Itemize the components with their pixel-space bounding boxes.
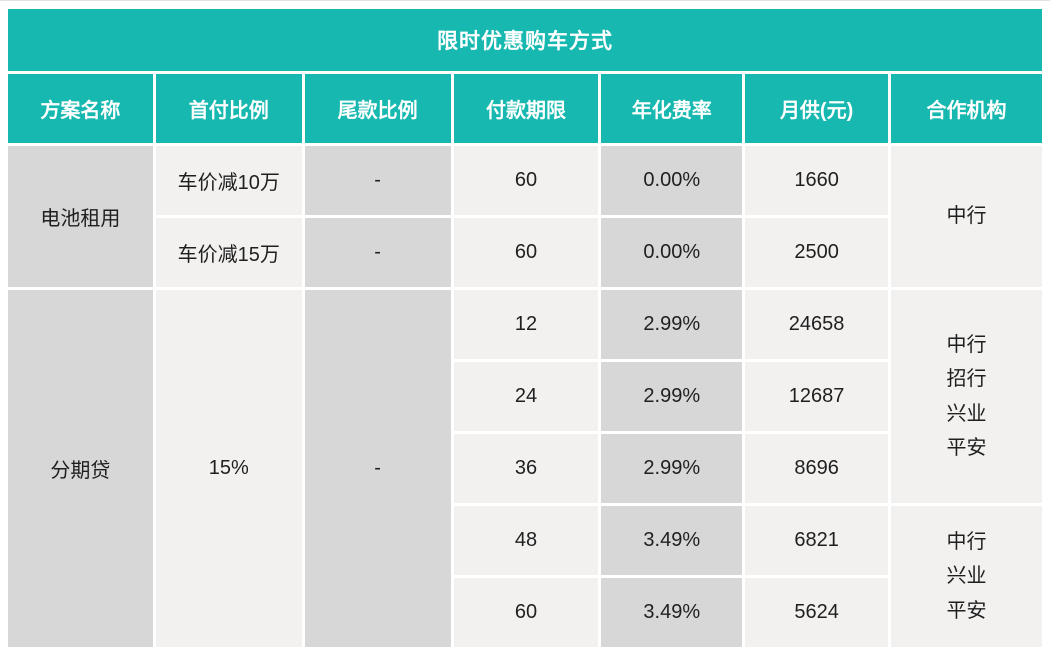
cell-balloon: -: [304, 146, 451, 215]
table-row-installment-48: 48 3.49% 6821 中行 兴业 平安: [8, 506, 1042, 647]
cell-term: 12: [453, 290, 599, 359]
cell-rate: 0.00%: [601, 218, 743, 287]
table-row-installment-60: 60 3.49% 5624: [8, 578, 1042, 647]
title-row: 限时优惠购车方式: [8, 9, 1042, 71]
table-row-installment-24: 24 2.99% 12687: [8, 362, 1042, 431]
cell-monthly: 24658: [745, 290, 889, 359]
cell-term: 60: [453, 218, 599, 287]
col-header-payment-term: 付款期限: [453, 74, 599, 143]
cell-balloon: -: [304, 218, 451, 287]
cell-partners-battery: 中行: [891, 146, 1042, 287]
header-row: 方案名称 首付比例 尾款比例 付款期限 年化费率 月供(元) 合作机构: [8, 74, 1042, 143]
cell-monthly: 6821: [745, 506, 889, 575]
financing-table: 限时优惠购车方式 方案名称 首付比例 尾款比例 付款期限 年化费率 月供(元) …: [5, 6, 1045, 650]
col-header-balloon-ratio: 尾款比例: [304, 74, 451, 143]
cell-term: 60: [453, 146, 599, 215]
col-header-plan-name: 方案名称: [8, 74, 153, 143]
table-row-installment-36: 36 2.99% 8696: [8, 434, 1042, 503]
cell-partners-48-60: 中行 兴业 平安: [891, 506, 1042, 647]
col-header-partner-institutions: 合作机构: [891, 74, 1042, 143]
cell-plan-installment-loan: 分期贷: [8, 290, 153, 647]
cell-term: 48: [453, 506, 599, 575]
cell-rate: 0.00%: [601, 146, 743, 215]
col-header-down-payment: 首付比例: [155, 74, 302, 143]
cell-monthly: 2500: [745, 218, 889, 287]
col-header-monthly-payment: 月供(元): [745, 74, 889, 143]
table-row-battery-2: 车价减15万 - 60 0.00% 2500: [8, 218, 1042, 287]
cell-rate: 2.99%: [601, 290, 743, 359]
cell-plan-battery-rental: 电池租用: [8, 146, 153, 287]
cell-down-payment: 车价减15万: [155, 218, 302, 287]
table-row-battery-1: 电池租用 车价减10万 - 60 0.00% 1660 中行: [8, 146, 1042, 287]
cell-term: 24: [453, 362, 599, 431]
cell-term: 60: [453, 578, 599, 647]
cell-monthly: 1660: [745, 146, 889, 215]
table-row-installment-12: 分期贷 15% - 12 2.99% 24658 中行 招行 兴业 平安: [8, 290, 1042, 647]
cell-rate: 3.49%: [601, 578, 743, 647]
cell-down-payment: 车价减10万: [155, 146, 302, 215]
cell-partners-12-36: 中行 招行 兴业 平安: [891, 290, 1042, 503]
col-header-annual-rate: 年化费率: [601, 74, 743, 143]
cell-monthly: 12687: [745, 362, 889, 431]
cell-rate: 2.99%: [601, 362, 743, 431]
cell-down-payment-installment: 15%: [155, 290, 302, 647]
cell-term: 36: [453, 434, 599, 503]
cell-monthly: 8696: [745, 434, 889, 503]
cell-rate: 2.99%: [601, 434, 743, 503]
cell-balloon-installment: -: [304, 290, 451, 647]
cell-rate: 3.49%: [601, 506, 743, 575]
table-title: 限时优惠购车方式: [8, 9, 1042, 71]
cell-monthly: 5624: [745, 578, 889, 647]
